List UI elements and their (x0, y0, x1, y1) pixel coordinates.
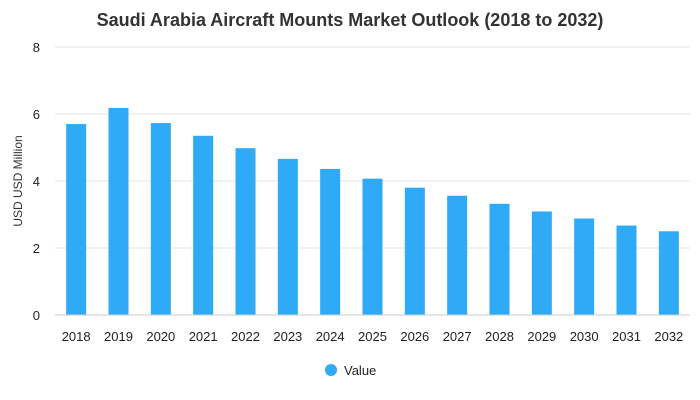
x-axis-ticks: 2018 2019 2020 2021 2022 2023 2024 2025 2026 2027… (62, 329, 684, 344)
bar-2029 (531, 211, 552, 315)
bar-2018 (66, 124, 87, 315)
chart-title: Saudi Arabia Aircraft Mounts Market Outl… (97, 10, 604, 30)
bars (66, 107, 679, 315)
x-tick-label: 2026 (400, 329, 429, 344)
x-tick-label: 2019 (104, 329, 133, 344)
bar-2032 (658, 231, 679, 315)
bar-2027 (447, 195, 468, 315)
bar-2022 (235, 148, 256, 315)
bar-2021 (193, 135, 214, 315)
x-tick-label: 2030 (570, 329, 599, 344)
x-tick-label: 2020 (146, 329, 175, 344)
x-tick-label: 2028 (485, 329, 514, 344)
bar-2020 (150, 123, 171, 315)
y-axis-label: USD USD Million (11, 135, 25, 226)
y-tick-label: 2 (33, 241, 40, 256)
x-tick-label: 2031 (612, 329, 641, 344)
y-tick-label: 0 (33, 308, 40, 323)
x-tick-label: 2022 (231, 329, 260, 344)
y-tick-label: 8 (33, 40, 40, 55)
x-tick-label: 2027 (443, 329, 472, 344)
y-tick-label: 6 (33, 107, 40, 122)
x-tick-label: 2018 (62, 329, 91, 344)
x-tick-label: 2024 (316, 329, 345, 344)
x-tick-label: 2032 (654, 329, 683, 344)
bar-2028 (489, 203, 510, 315)
x-tick-label: 2025 (358, 329, 387, 344)
bar-2031 (616, 225, 637, 315)
bar-2023 (277, 158, 298, 315)
bar-2025 (362, 178, 383, 315)
x-tick-label: 2029 (527, 329, 556, 344)
x-tick-label: 2021 (189, 329, 218, 344)
bar-2030 (574, 218, 595, 315)
y-axis-ticks: 0 2 4 6 8 (33, 40, 40, 323)
y-tick-label: 4 (33, 174, 40, 189)
legend-marker (325, 364, 337, 376)
legend[interactable]: Value (325, 363, 376, 378)
bar-2026 (404, 187, 425, 315)
x-tick-label: 2023 (273, 329, 302, 344)
legend-label: Value (344, 363, 376, 378)
bar-2019 (108, 107, 129, 315)
bar-2024 (320, 168, 341, 315)
